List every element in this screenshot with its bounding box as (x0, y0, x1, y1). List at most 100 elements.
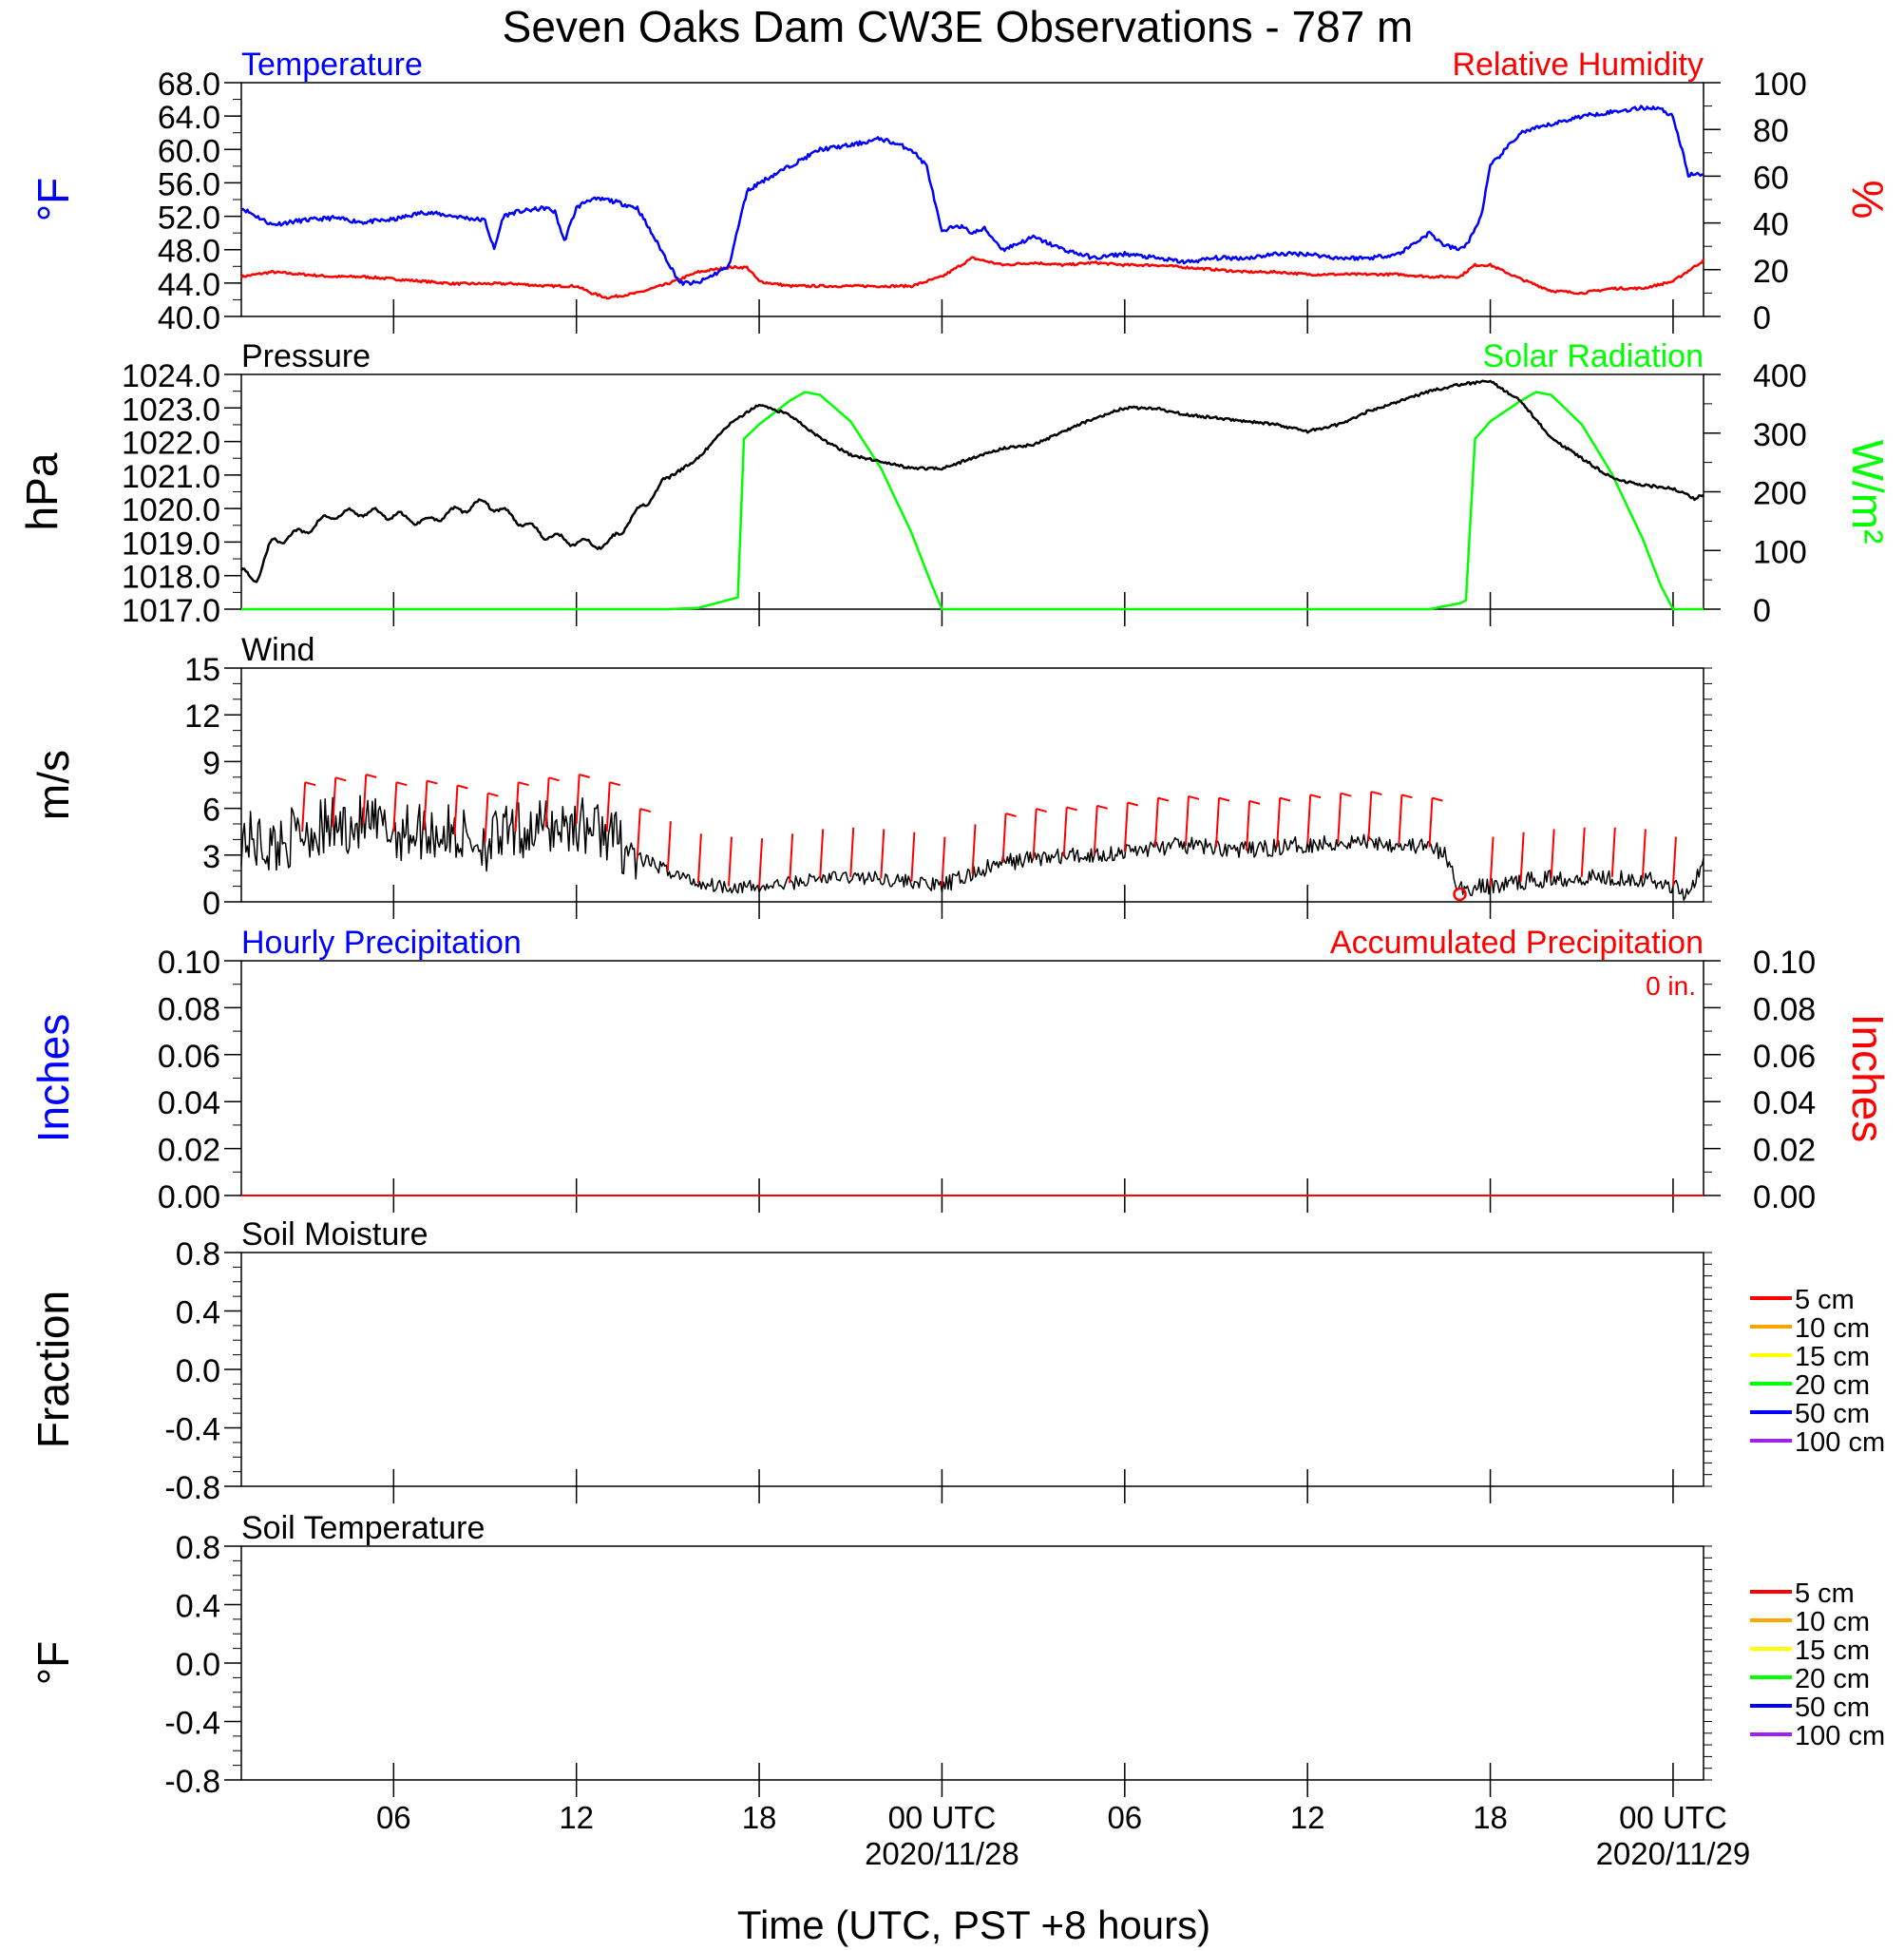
solar-radiation-line (241, 391, 1704, 611)
wind-barb-flag (1371, 791, 1382, 796)
wind-barb-flag (548, 776, 560, 782)
y-axis-unit-right: Inches (1843, 1014, 1893, 1143)
y-tick-label-right: 400 (1753, 358, 1807, 394)
y-tick-label: 44.0 (158, 267, 220, 303)
y-tick-label-right: 0 (1753, 300, 1771, 336)
wind-barb-staff (1489, 836, 1495, 887)
wind-barb-staff (1001, 813, 1007, 864)
wind-barb-staff (514, 782, 520, 832)
wind-barb-flag (1401, 794, 1413, 799)
wind-barb-flag (457, 784, 468, 790)
legend-label: 20 cm (1795, 1370, 1870, 1401)
panel-title-left: Temperature (241, 47, 423, 83)
legend-label: 10 cm (1795, 1313, 1870, 1344)
y-tick-label: 68.0 (158, 67, 220, 103)
wind-barb-flag (1248, 799, 1261, 805)
wind-barb-staff (696, 833, 702, 884)
wind-barb-flag (487, 792, 499, 797)
y-tick-label: 1020.0 (122, 492, 220, 528)
legend-label: 20 cm (1795, 1664, 1870, 1694)
y-tick-label: 48.0 (158, 234, 220, 270)
humidity-line (239, 256, 1705, 300)
y-tick-label: 1019.0 (122, 526, 220, 562)
temperature-line (240, 105, 1704, 286)
y-tick-label: 0.10 (158, 945, 220, 981)
y-axis-unit-left: m/s (29, 750, 78, 820)
y-tick-label-right: 100 (1753, 534, 1807, 570)
wind-barb-staff (301, 782, 307, 832)
panel-title-left: Soil Moisture (241, 1216, 428, 1253)
y-tick-label: 3 (202, 839, 220, 875)
y-tick-label-right: 60 (1753, 160, 1789, 196)
y-tick-label: 64.0 (158, 100, 220, 136)
plot-frame (240, 960, 1704, 1196)
wind-barb-staff (1337, 793, 1342, 843)
wind-barb-staff (1246, 800, 1251, 851)
wind-barb-flag (1157, 796, 1170, 802)
page-title: Seven Oaks Dam CW3E Observations - 787 m (503, 2, 1414, 51)
y-tick-label-right: 100 (1753, 67, 1807, 103)
wind-barb-staff (1153, 797, 1159, 848)
wind-barb-staff (971, 824, 977, 874)
wind-barb-staff (575, 774, 581, 825)
legend-label: 100 cm (1795, 1721, 1885, 1751)
legend-label: 5 cm (1795, 1578, 1855, 1609)
wind-barb-staff (1062, 807, 1068, 857)
y-tick-label: 0.0 (176, 1353, 220, 1389)
panel-soil-moisture: 0.8 0.4 0.0 -0.4 -0.8 Soil Moisture Fraction 5 … (29, 1216, 1885, 1506)
x-tick-label: 00 UTC (888, 1800, 997, 1835)
wind-barb-flag (427, 779, 438, 785)
panel-title-left: Pressure (241, 338, 371, 374)
y-tick-label: 1017.0 (122, 593, 220, 629)
wind-barb-staff (1367, 791, 1373, 842)
y-tick-label: 1024.0 (122, 358, 220, 394)
y-tick-label-right: 300 (1753, 417, 1807, 453)
wind-barb-flag (1188, 794, 1200, 800)
wind-barb-staff (392, 782, 398, 832)
panel-title-left: Soil Temperature (241, 1510, 485, 1546)
y-tick-label: -0.8 (164, 1764, 220, 1800)
wind-barb-staff (1123, 802, 1129, 852)
wind-barb-flag (1005, 813, 1017, 817)
wind-barb-staff (1550, 829, 1555, 879)
y-tick-label: 40.0 (158, 300, 220, 336)
panel-title-right: Relative Humidity (1452, 47, 1704, 83)
y-tick-label-right: 80 (1753, 113, 1789, 149)
y-tick-label-right: 0.10 (1753, 945, 1816, 981)
x-tick-label: 18 (1473, 1800, 1508, 1835)
wind-barb-flag (1279, 796, 1291, 802)
y-tick-label: 0.02 (158, 1133, 220, 1169)
x-tick-label: 00 UTC (1619, 1800, 1727, 1835)
wind-barb-staff (819, 829, 825, 879)
x-tick-label: 18 (742, 1800, 777, 1835)
pressure-line (240, 379, 1704, 583)
wind-barb-flag (1309, 794, 1322, 799)
wind-barb-staff (1276, 797, 1282, 848)
legend-label: 15 cm (1795, 1635, 1870, 1666)
y-tick-label-right: 0.00 (1753, 1179, 1816, 1215)
wind-barb-flag (365, 774, 377, 778)
wind-barb-staff (1093, 805, 1098, 855)
wind-barb-flag (1340, 792, 1352, 797)
plot-frame (240, 667, 1704, 903)
plot-frame (240, 1252, 1704, 1487)
wind-barb-staff (789, 833, 794, 884)
legend-label: 10 cm (1795, 1607, 1870, 1637)
wind-barb-flag (1036, 808, 1047, 813)
y-tick-label-right: 40 (1753, 207, 1789, 243)
y-tick-label: -0.4 (164, 1412, 220, 1448)
y-tick-label: 52.0 (158, 201, 220, 237)
y-tick-label: 60.0 (158, 133, 220, 169)
wind-barb-staff (1610, 827, 1616, 877)
wind-barb-staff (1580, 827, 1586, 877)
y-tick-label: 0.4 (176, 1295, 220, 1331)
y-tick-label: 1018.0 (122, 560, 220, 596)
wind-barb-staff (453, 785, 459, 835)
y-tick-label-right: 0.08 (1753, 991, 1816, 1027)
y-tick-label-right: 200 (1753, 476, 1807, 512)
x-axis-title: Time (UTC, PST +8 hours) (737, 1903, 1210, 1947)
panel-title-left: Hourly Precipitation (241, 925, 522, 961)
